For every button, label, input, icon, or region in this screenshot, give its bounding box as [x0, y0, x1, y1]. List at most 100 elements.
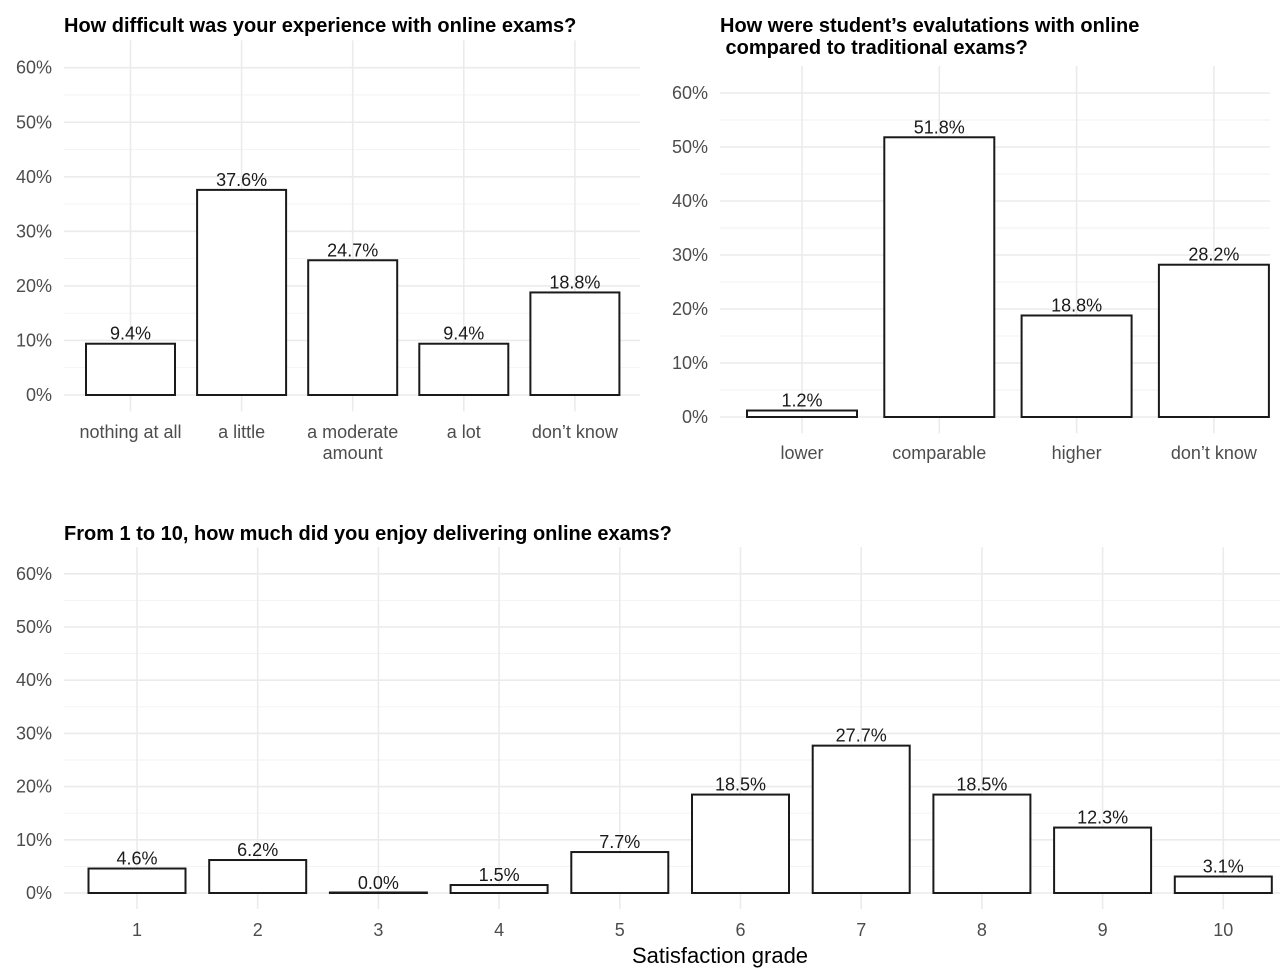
x-tick-label: a moderate amount [307, 422, 398, 463]
y-tick-label: 60% [16, 58, 52, 78]
x-tick-label: lower [780, 443, 823, 463]
bar [529, 291, 621, 397]
x-tick-label-line: 10 [1213, 920, 1233, 940]
x-tick-label-line: amount [323, 443, 383, 463]
chart-title-line: compared to traditional exams? [720, 37, 1028, 59]
y-tick-label: 50% [16, 112, 52, 132]
bar [87, 867, 187, 895]
bar [196, 188, 288, 396]
bar-value-label: 51.8% [914, 117, 965, 137]
bar [328, 891, 428, 894]
y-tick-label: 20% [16, 777, 52, 797]
chart-panel-1: How difficult was your experience with o… [16, 15, 640, 463]
x-tick-label: 4 [494, 920, 504, 940]
bar [1157, 263, 1270, 418]
x-tick-label: a lot [447, 422, 481, 442]
bar-value-label: 28.2% [1188, 245, 1239, 265]
y-tick-label: 20% [672, 299, 708, 319]
x-tick-label: don’t know [1171, 443, 1258, 463]
x-tick-label-line: 1 [132, 920, 142, 940]
bar [418, 342, 510, 396]
y-tick-label: 60% [16, 564, 52, 584]
chart-title: How were student’s evalutations with onl… [720, 15, 1139, 59]
y-tick-label: 50% [672, 137, 708, 157]
x-tick-label-line: 3 [373, 920, 383, 940]
bar-value-label: 24.7% [327, 240, 378, 260]
bar [307, 259, 399, 396]
bar-value-label: 9.4% [443, 324, 484, 344]
bar [570, 851, 670, 895]
y-tick-label: 0% [682, 407, 708, 427]
y-tick-label: 30% [16, 221, 52, 241]
y-tick-label: 0% [26, 883, 52, 903]
bar-value-label: 18.8% [1051, 295, 1102, 315]
x-tick-label-line: 9 [1098, 920, 1108, 940]
x-tick-label-line: 6 [735, 920, 745, 940]
chart-title-line: From 1 to 10, how much did you enjoy del… [64, 523, 672, 545]
bar-value-label: 12.3% [1077, 808, 1128, 828]
bar [883, 136, 996, 418]
x-tick-label-line: a lot [447, 422, 481, 442]
bar-value-label: 6.2% [237, 840, 278, 860]
chart-title-line: How difficult was your experience with o… [64, 15, 576, 37]
bar-value-label: 7.7% [599, 832, 640, 852]
y-tick-label: 0% [26, 385, 52, 405]
bar-value-label: 18.8% [549, 272, 600, 292]
x-tick-label: 8 [977, 920, 987, 940]
x-tick-label: a little [218, 422, 265, 442]
x-tick-label: 3 [373, 920, 383, 940]
x-tick-label: 1 [132, 920, 142, 940]
x-tick-label-line: nothing at all [79, 422, 181, 442]
x-tick-label-line: 5 [615, 920, 625, 940]
x-tick-label-line: don’t know [532, 422, 619, 442]
bar-value-label: 18.5% [715, 775, 766, 795]
y-tick-label: 40% [672, 191, 708, 211]
bar-value-label: 0.0% [358, 873, 399, 893]
x-tick-label-line: 4 [494, 920, 504, 940]
x-tick-label-line: a moderate [307, 422, 398, 442]
y-tick-label: 60% [672, 83, 708, 103]
y-tick-label: 10% [16, 830, 52, 850]
chart-title: How difficult was your experience with o… [64, 15, 576, 37]
x-tick-label: 10 [1213, 920, 1233, 940]
y-tick-label: 30% [672, 245, 708, 265]
bar [932, 793, 1032, 895]
x-tick-label-line: a little [218, 422, 265, 442]
chart-title: From 1 to 10, how much did you enjoy del… [64, 523, 672, 545]
x-tick-label-line: comparable [892, 443, 986, 463]
x-tick-label: 5 [615, 920, 625, 940]
x-tick-label-line: 2 [253, 920, 263, 940]
bar [746, 409, 858, 418]
bar-value-label: 1.5% [479, 865, 520, 885]
x-tick-label: higher [1052, 443, 1102, 463]
y-tick-label: 40% [16, 670, 52, 690]
bar [811, 744, 911, 894]
bar [1053, 826, 1153, 895]
x-tick-label-line: 7 [856, 920, 866, 940]
bar [1020, 314, 1133, 419]
chart-panel-2: How were student’s evalutations with onl… [672, 15, 1270, 463]
y-tick-label: 10% [672, 353, 708, 373]
x-tick-label-line: 8 [977, 920, 987, 940]
y-tick-label: 40% [16, 167, 52, 187]
bar [1173, 875, 1273, 894]
x-tick-label: don’t know [532, 422, 619, 442]
x-tick-label: 7 [856, 920, 866, 940]
x-tick-label: 6 [735, 920, 745, 940]
bar [449, 884, 549, 895]
bar [691, 793, 790, 895]
y-tick-label: 10% [16, 330, 52, 350]
x-tick-label: 9 [1098, 920, 1108, 940]
chart-title-line: How were student’s evalutations with onl… [720, 15, 1139, 37]
y-tick-label: 50% [16, 617, 52, 637]
x-axis-label: Satisfaction grade [632, 943, 808, 968]
chart-panel-3: From 1 to 10, how much did you enjoy del… [16, 523, 1280, 968]
x-tick-label: nothing at all [79, 422, 181, 442]
bar [85, 342, 176, 396]
bar-value-label: 27.7% [836, 726, 887, 746]
x-tick-label: comparable [892, 443, 986, 463]
x-tick-label: 2 [253, 920, 263, 940]
bar [208, 859, 308, 894]
bar-value-label: 1.2% [781, 391, 822, 411]
